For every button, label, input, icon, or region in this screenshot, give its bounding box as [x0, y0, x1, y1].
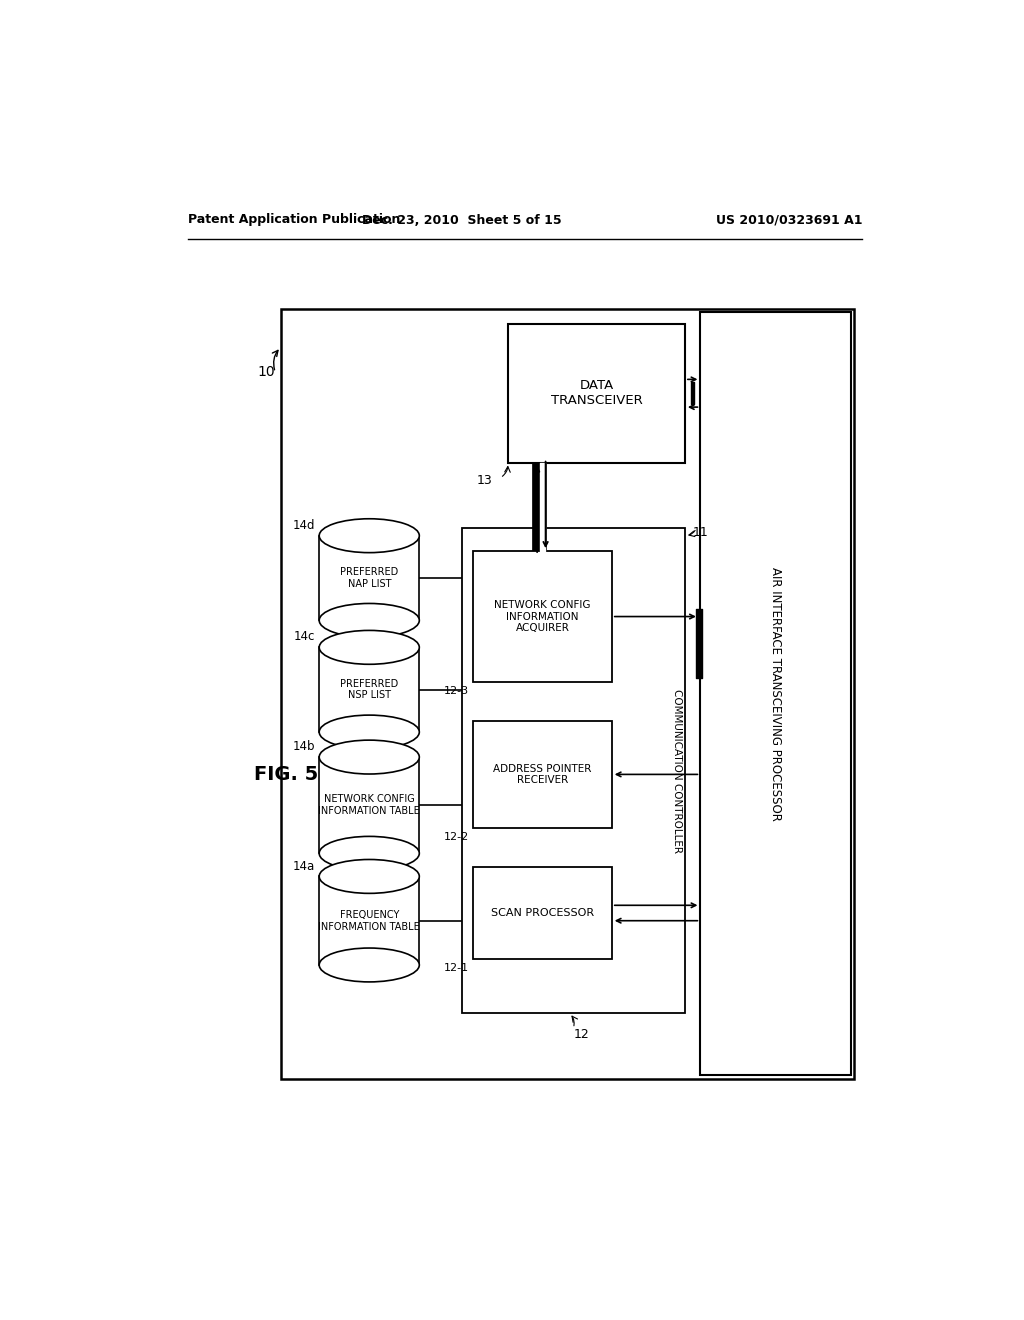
Text: COMMUNICATION CONTROLLER: COMMUNICATION CONTROLLER — [672, 689, 682, 853]
Text: DATA
TRANSCEIVER: DATA TRANSCEIVER — [551, 379, 642, 408]
Text: NETWORK CONFIG
INFORMATION
ACQUIRER: NETWORK CONFIG INFORMATION ACQUIRER — [495, 601, 591, 634]
Ellipse shape — [319, 603, 419, 638]
Ellipse shape — [319, 948, 419, 982]
Bar — [700, 313, 851, 1074]
Text: FIG. 5: FIG. 5 — [254, 764, 318, 784]
Text: FREQUENCY
INFORMATION TABLE: FREQUENCY INFORMATION TABLE — [318, 909, 420, 932]
Bar — [319, 536, 419, 620]
Bar — [319, 647, 419, 733]
Text: 10: 10 — [258, 366, 275, 379]
Bar — [473, 721, 611, 829]
Text: PREFERRED
NSP LIST: PREFERRED NSP LIST — [340, 678, 398, 701]
Text: NETWORK CONFIG
INFORMATION TABLE: NETWORK CONFIG INFORMATION TABLE — [318, 795, 420, 816]
Bar — [473, 867, 611, 960]
Ellipse shape — [319, 519, 419, 553]
Text: 12: 12 — [573, 1028, 589, 1041]
Ellipse shape — [319, 741, 419, 774]
Text: AIR INTERFACE TRANSCEIVING PROCESSOR: AIR INTERFACE TRANSCEIVING PROCESSOR — [769, 566, 782, 821]
Text: 12-2: 12-2 — [444, 832, 469, 842]
Bar — [508, 323, 685, 462]
Text: 12-3: 12-3 — [444, 686, 469, 696]
Bar — [319, 876, 419, 965]
Text: 13: 13 — [477, 474, 493, 487]
Text: PREFERRED
NAP LIST: PREFERRED NAP LIST — [340, 568, 398, 589]
Ellipse shape — [319, 837, 419, 870]
Bar — [319, 758, 419, 853]
Text: Dec. 23, 2010  Sheet 5 of 15: Dec. 23, 2010 Sheet 5 of 15 — [361, 214, 561, 227]
Text: 14b: 14b — [293, 741, 315, 754]
Text: 14c: 14c — [294, 631, 315, 644]
Text: SCAN PROCESSOR: SCAN PROCESSOR — [490, 908, 594, 917]
Text: ADDRESS POINTER
RECEIVER: ADDRESS POINTER RECEIVER — [494, 763, 592, 785]
Ellipse shape — [319, 715, 419, 748]
Text: Patent Application Publication: Patent Application Publication — [188, 214, 400, 227]
Ellipse shape — [319, 631, 419, 664]
Text: 12-1: 12-1 — [444, 964, 469, 973]
Ellipse shape — [319, 859, 419, 894]
Text: US 2010/0323691 A1: US 2010/0323691 A1 — [716, 214, 862, 227]
Bar — [473, 552, 611, 682]
Text: 14a: 14a — [293, 859, 315, 873]
Text: 11: 11 — [692, 527, 709, 540]
Bar — [462, 528, 685, 1014]
Bar — [281, 309, 854, 1078]
Text: 14d: 14d — [293, 519, 315, 532]
